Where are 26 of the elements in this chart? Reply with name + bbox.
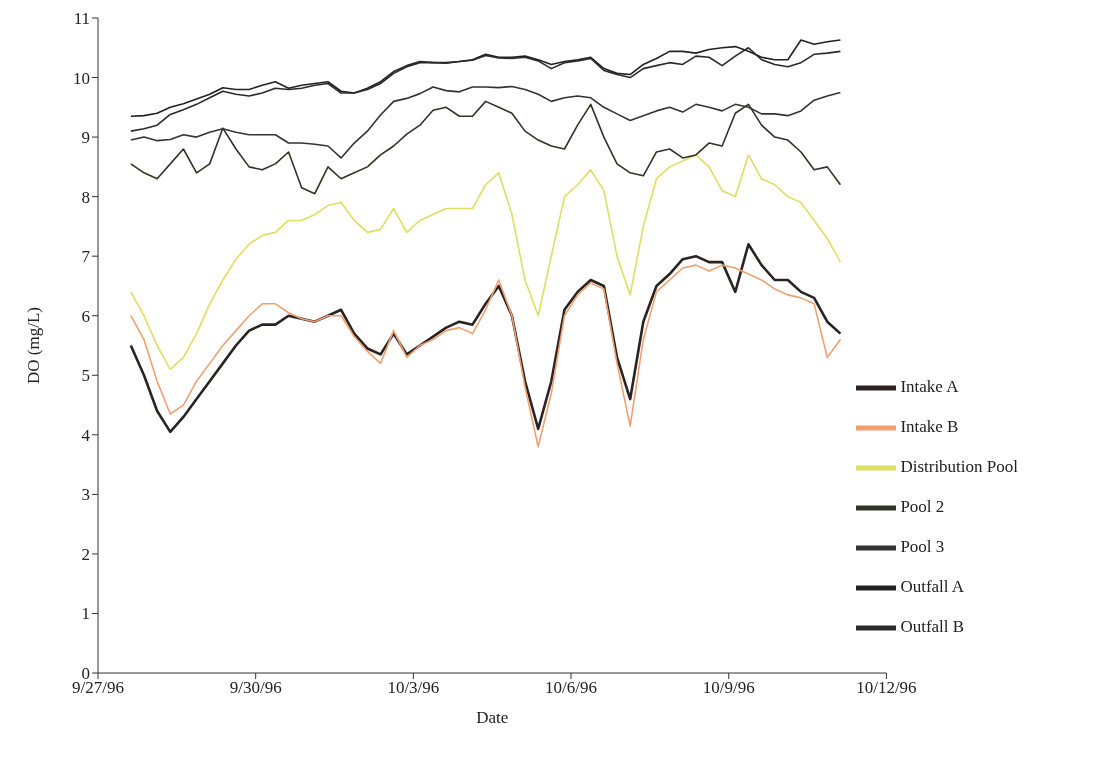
legend-label: Pool 2 xyxy=(900,496,945,516)
x-tick-label: 9/27/96 xyxy=(72,678,124,698)
y-tick-label: 3 xyxy=(81,485,90,505)
y-tick-label: 1 xyxy=(81,604,90,624)
legend-label: Intake A xyxy=(900,376,959,396)
x-tick-label: 10/3/96 xyxy=(387,678,440,698)
x-axis-title: Date xyxy=(476,708,509,727)
y-axis-title: DO (mg/L) xyxy=(24,307,44,384)
legend-label: Distribution Pool xyxy=(900,456,1018,476)
x-tick-label: 10/12/96 xyxy=(856,678,917,698)
y-tick-label: 10 xyxy=(73,68,90,88)
y-tick-label: 7 xyxy=(81,247,91,267)
legend-label: Pool 3 xyxy=(900,536,945,556)
legend-label: Intake B xyxy=(900,416,959,436)
legend-label: Outfall B xyxy=(900,616,965,636)
y-tick-label: 11 xyxy=(73,9,90,29)
x-tick-label: 9/30/96 xyxy=(229,678,282,698)
y-tick-label: 9 xyxy=(81,128,90,148)
y-tick-label: 2 xyxy=(81,544,90,564)
x-tick-label: 10/6/96 xyxy=(545,678,598,698)
y-tick-label: 8 xyxy=(81,187,90,207)
y-tick-label: 6 xyxy=(81,306,90,326)
y-tick-label: 4 xyxy=(81,425,91,445)
y-tick-label: 5 xyxy=(81,366,90,386)
legend-label: Outfall A xyxy=(900,576,965,596)
x-tick-label: 10/9/96 xyxy=(702,678,755,698)
